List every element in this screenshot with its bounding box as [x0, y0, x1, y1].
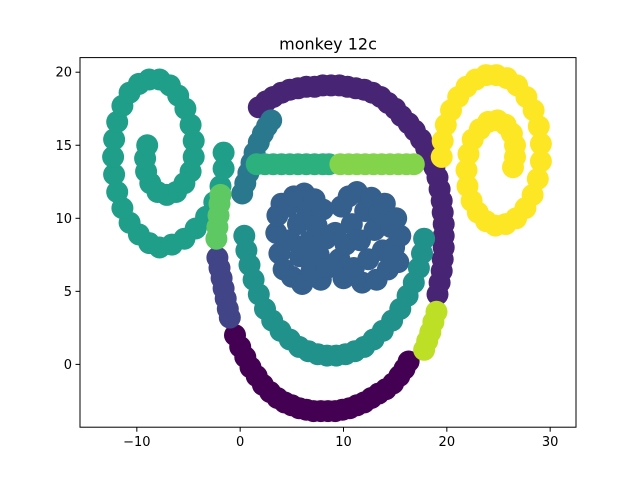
y-tick-label: 10	[55, 212, 72, 227]
data-point-4-46	[387, 251, 409, 273]
x-tick-label: 20	[439, 435, 456, 450]
data-point-3-8	[260, 109, 282, 131]
x-tick-label: 0	[236, 435, 244, 450]
data-point-9-9	[403, 153, 425, 175]
x-tick-label: 30	[542, 435, 559, 450]
y-tick-label: 5	[64, 285, 72, 300]
data-point-4-47	[389, 225, 411, 247]
data-point-4-20	[312, 199, 334, 221]
x-tick-label: 10	[335, 435, 352, 450]
data-point-6-8	[213, 142, 235, 164]
data-point-10-4	[413, 339, 435, 361]
y-tick-label: 15	[55, 139, 72, 154]
data-point-5-25	[413, 228, 435, 250]
data-point-2-6	[219, 307, 241, 329]
x-tick-label: −10	[123, 435, 150, 450]
data-point-11-36	[502, 156, 524, 178]
x-axis: −10 0 10 20 30	[123, 427, 558, 450]
y-tick-label: 20	[55, 66, 72, 81]
data-points	[102, 64, 552, 422]
chart-title: monkey 12c	[279, 35, 377, 54]
data-point-8-4	[210, 184, 232, 206]
data-point-6-37	[136, 134, 158, 156]
y-axis: 0 5 10 15 20	[55, 66, 80, 373]
y-tick-label: 0	[64, 358, 72, 373]
